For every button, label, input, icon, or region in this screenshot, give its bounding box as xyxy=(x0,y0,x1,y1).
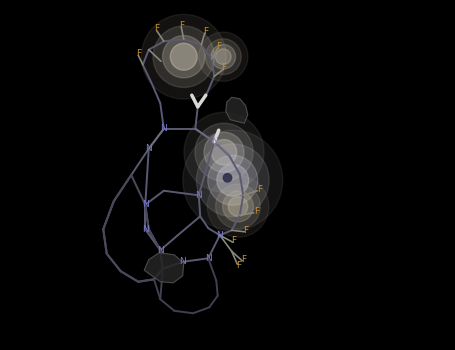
Circle shape xyxy=(207,176,269,237)
Circle shape xyxy=(211,140,237,165)
Circle shape xyxy=(222,191,253,222)
Text: N: N xyxy=(157,246,164,255)
Text: N: N xyxy=(142,225,149,234)
Text: F: F xyxy=(243,226,248,235)
Circle shape xyxy=(217,164,249,196)
Text: F: F xyxy=(203,27,208,36)
Text: N: N xyxy=(211,137,217,146)
Circle shape xyxy=(199,32,248,81)
Text: N: N xyxy=(179,257,186,266)
Circle shape xyxy=(216,184,260,229)
Text: N: N xyxy=(217,231,223,240)
Text: F: F xyxy=(154,24,159,33)
Text: N: N xyxy=(205,254,212,263)
Circle shape xyxy=(162,35,205,78)
Text: F: F xyxy=(236,261,241,271)
Text: N: N xyxy=(142,200,149,209)
Circle shape xyxy=(183,130,283,230)
Text: F: F xyxy=(257,184,262,194)
Circle shape xyxy=(223,174,232,182)
Text: F: F xyxy=(216,42,221,51)
Circle shape xyxy=(205,39,241,75)
Circle shape xyxy=(195,123,253,181)
Text: N: N xyxy=(146,144,152,153)
Circle shape xyxy=(184,112,264,192)
Text: N: N xyxy=(196,191,202,200)
Text: F: F xyxy=(179,21,184,30)
Circle shape xyxy=(153,26,215,88)
Text: F: F xyxy=(222,63,227,72)
Circle shape xyxy=(228,197,248,216)
Text: F: F xyxy=(253,207,259,216)
Text: N: N xyxy=(161,124,167,133)
Circle shape xyxy=(197,144,269,217)
Circle shape xyxy=(204,132,244,172)
Text: F: F xyxy=(231,236,236,245)
Circle shape xyxy=(142,14,226,99)
Text: F: F xyxy=(136,49,141,58)
Polygon shape xyxy=(226,97,248,123)
Circle shape xyxy=(216,49,231,64)
Circle shape xyxy=(170,43,197,70)
Polygon shape xyxy=(144,253,184,283)
Text: F: F xyxy=(241,255,246,264)
Circle shape xyxy=(211,44,236,69)
Circle shape xyxy=(208,155,258,205)
